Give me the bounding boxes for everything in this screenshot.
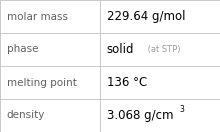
- Text: density: density: [7, 110, 45, 121]
- Text: phase: phase: [7, 44, 38, 55]
- Text: 3: 3: [179, 105, 184, 114]
- Text: molar mass: molar mass: [7, 11, 68, 22]
- Text: 136 °C: 136 °C: [107, 76, 147, 89]
- Text: 3.068 g/cm: 3.068 g/cm: [107, 109, 173, 122]
- Text: solid: solid: [107, 43, 134, 56]
- Text: (at STP): (at STP): [145, 45, 181, 54]
- Text: 229.64 g/mol: 229.64 g/mol: [107, 10, 185, 23]
- Text: melting point: melting point: [7, 77, 77, 88]
